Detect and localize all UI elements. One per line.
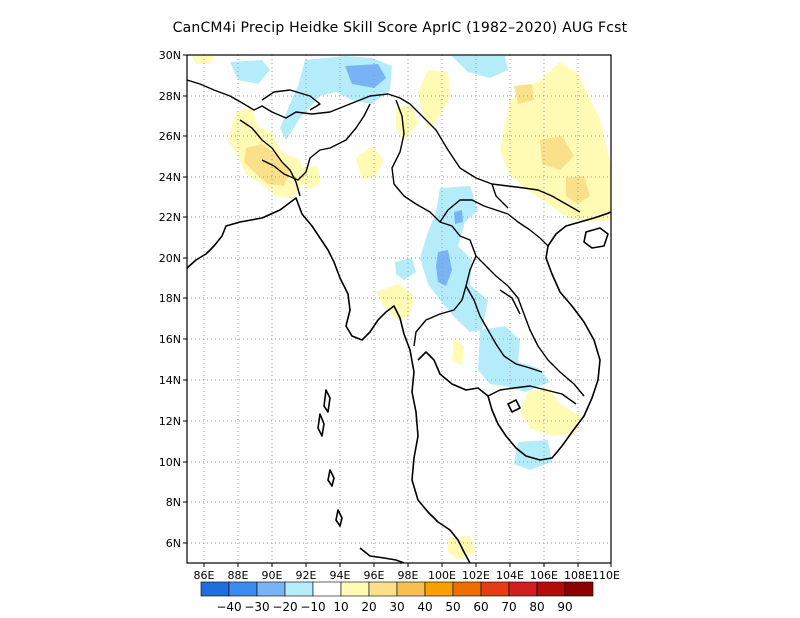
lat-label: 26N [159, 130, 181, 143]
lon-label: 104E [496, 569, 524, 582]
map-title: CanCM4i Precip Heidke Skill Score AprIC … [172, 20, 628, 36]
colorbar-swatch [256, 581, 286, 597]
lon-label: 108E [564, 569, 592, 582]
lon-label: 102E [462, 569, 490, 582]
lat-label: 18N [159, 292, 181, 305]
lat-label: 14N [159, 374, 181, 387]
colorbar-label: 10 [333, 600, 348, 614]
colorbar-label: −40 [216, 600, 241, 614]
colorbar-label: 80 [529, 600, 544, 614]
lon-label: 106E [530, 569, 558, 582]
lon-label: 92E [296, 569, 317, 582]
colorbar-swatch [312, 581, 342, 597]
colorbar-swatch [452, 581, 482, 597]
lat-label: 10N [159, 456, 181, 469]
colorbar-label: 90 [557, 600, 572, 614]
colorbar-swatch [396, 581, 426, 597]
colorbar-label: 40 [417, 600, 432, 614]
lon-label: 110E [592, 569, 620, 582]
country-borders [187, 79, 585, 405]
moderate-negative-skill-regions [345, 64, 463, 286]
lat-labels: 30N 28N 26N 24N 22N 20N 18N 16N 14N 12N … [159, 49, 181, 550]
lon-label: 88E [228, 569, 249, 582]
lat-label: 6N [166, 537, 181, 550]
lon-label: 86E [194, 569, 215, 582]
moderate-positive-skill-regions [244, 84, 590, 204]
colorbar-swatch [508, 581, 538, 597]
colorbar-label: −20 [272, 600, 297, 614]
lat-label: 28N [159, 90, 181, 103]
colorbar-swatch [284, 581, 314, 597]
colorbar-swatch [480, 581, 510, 597]
lon-labels: 86E 88E 90E 92E 94E 96E 98E 100E 102E 10… [194, 569, 620, 582]
coastlines [187, 197, 611, 563]
colorbar-label: −30 [244, 600, 269, 614]
colorbar-label: 30 [389, 600, 404, 614]
colorbar-label: 20 [361, 600, 376, 614]
lat-label: 22N [159, 211, 181, 224]
colorbar-label: −10 [300, 600, 325, 614]
colorbar-swatch [340, 581, 370, 597]
lon-label: 98E [398, 569, 419, 582]
lat-label: 24N [159, 171, 181, 184]
lon-label: 100E [428, 569, 456, 582]
axis-ticks [183, 54, 612, 567]
lat-gridlines [187, 95, 611, 544]
colorbar-swatch [564, 581, 594, 597]
lon-label: 90E [262, 569, 283, 582]
lat-label: 8N [166, 496, 181, 509]
lat-label: 16N [159, 333, 181, 346]
colorbar-swatch [536, 581, 566, 597]
lon-label: 94E [330, 569, 351, 582]
colorbar-labels: −40 −30 −20 −10 10 20 30 40 50 60 70 80 … [216, 600, 572, 614]
colorbar-swatch [228, 581, 258, 597]
colorbar [200, 581, 594, 597]
lat-label: 20N [159, 252, 181, 265]
colorbar-label: 50 [445, 600, 460, 614]
colorbar-label: 70 [501, 600, 516, 614]
colorbar-swatch [424, 581, 454, 597]
lat-label: 30N [159, 49, 181, 62]
lat-label: 12N [159, 415, 181, 428]
colorbar-label: 60 [473, 600, 488, 614]
lon-label: 96E [364, 569, 385, 582]
colorbar-swatch [200, 581, 230, 597]
colorbar-swatch [368, 581, 398, 597]
plot-frame [186, 54, 612, 564]
